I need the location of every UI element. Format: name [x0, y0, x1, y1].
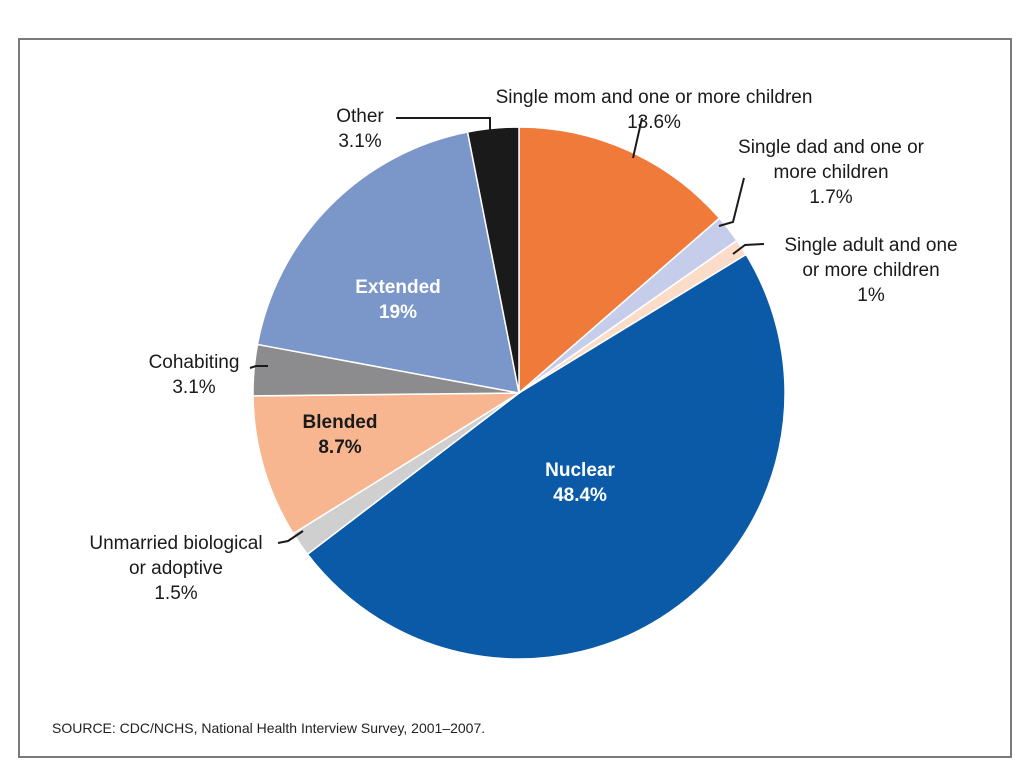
slice-label-single-mom-and-one-or-more-children: Single mom and one or more children 13.6% [496, 87, 813, 133]
slice-label-blended: Blended 8.7% [303, 412, 378, 458]
pie-slice-single-mom-and-one-or-more-children [518, 126, 721, 395]
slice-label-extended: Extended 19% [355, 277, 441, 323]
pie-slice-other [466, 126, 520, 394]
leader-line-cohabiting [249, 365, 268, 369]
leader-line-unmarried-biological-or-adoptive [277, 530, 304, 544]
slice-label-single-dad-and-one-or-more-children: Single dad and one or more children 1.7% [738, 137, 925, 208]
slice-label-unmarried-biological-or-adoptive: Unmarried biological or adoptive 1.5% [89, 533, 262, 604]
slice-label-nuclear: Nuclear 48.4% [545, 460, 615, 506]
leader-line-single-dad-and-one-or-more-children [718, 177, 745, 227]
leader-line-single-mom-and-one-or-more-children [632, 117, 643, 159]
leader-line-other [396, 117, 491, 132]
pie-slice-blended [252, 392, 522, 535]
slice-label-other: Other 3.1% [336, 106, 384, 152]
slice-label-single-adult-and-one-or-more-children: Single adult and one or more children 1% [784, 235, 957, 306]
pie-slice-nuclear [306, 253, 786, 660]
leader-line-single-adult-and-one-or-more-children [732, 243, 765, 255]
pie-slice-extended [256, 131, 520, 394]
source-note: SOURCE: CDC/NCHS, National Health Interv… [52, 720, 486, 736]
slice-label-cohabiting: Cohabiting 3.1% [149, 352, 240, 398]
